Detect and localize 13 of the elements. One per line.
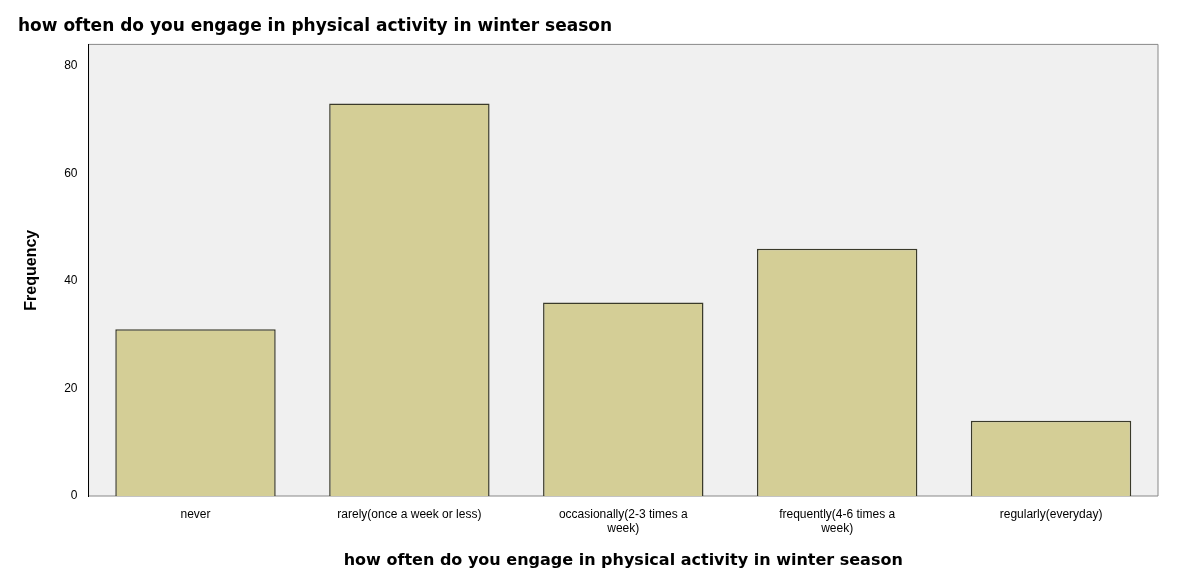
y-tick-label: 60: [64, 165, 78, 180]
y-tick-label: 0: [70, 488, 78, 503]
y-tick-label: 80: [64, 58, 78, 73]
chart-title: how often do you engage in physical activity in winter season: [18, 14, 613, 35]
x-tick-label: occasionally(2-3 times a week): [558, 506, 688, 535]
y-tick-label: 20: [64, 380, 78, 395]
x-axis-title: how often do you engage in physical activity in winter season: [343, 549, 903, 569]
x-tick-label: regularly(everyday): [999, 506, 1103, 521]
x-tick-label: never: [180, 506, 211, 521]
y-axis-title: Frequency: [22, 229, 40, 311]
y-tick-label: 40: [64, 273, 78, 288]
x-tick-label: rarely(once a week or less): [337, 506, 482, 521]
x-tick-label: frequently(4-6 times a week): [779, 506, 896, 535]
